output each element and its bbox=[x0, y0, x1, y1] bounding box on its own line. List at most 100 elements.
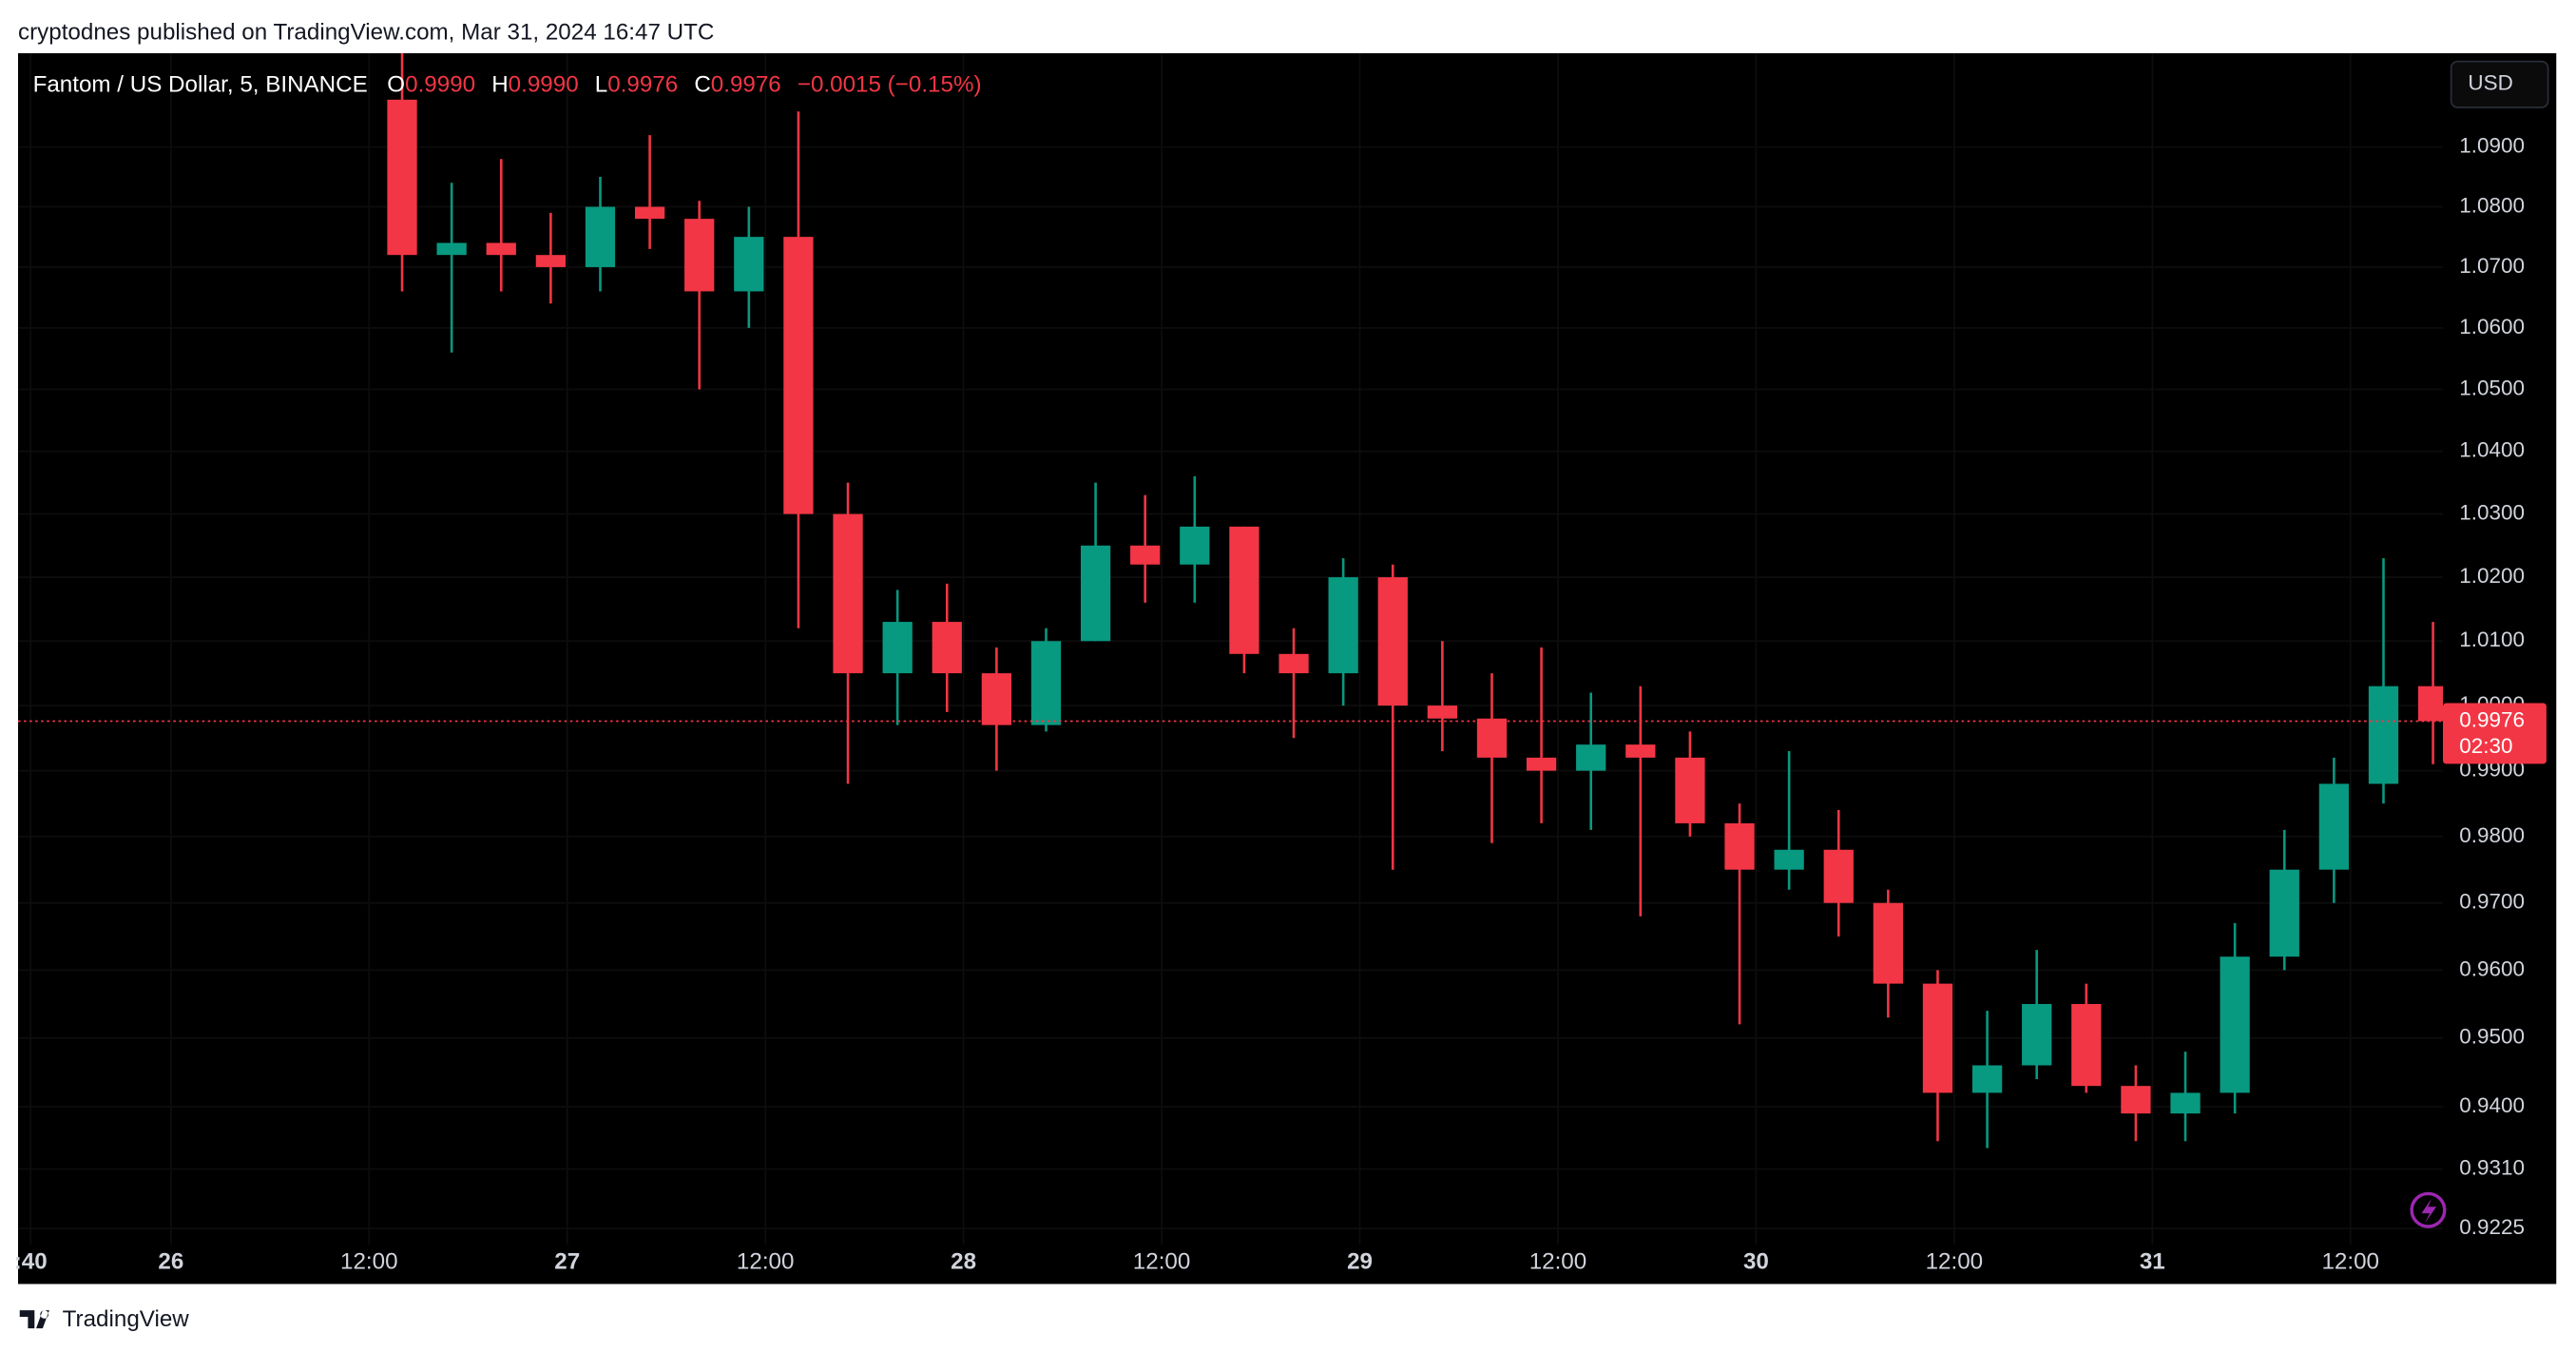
candle-body bbox=[1873, 902, 1903, 984]
candle-body bbox=[1576, 744, 1606, 771]
brand-name: TradingView bbox=[63, 1306, 190, 1332]
legend: Fantom / US Dollar, 5, BINANCE O0.9990 H… bbox=[33, 72, 982, 98]
lightning-bolt bbox=[2421, 1198, 2437, 1224]
candle-body bbox=[1774, 849, 1804, 870]
candle bbox=[932, 583, 962, 712]
candle-body bbox=[2022, 1003, 2052, 1066]
high-label: H bbox=[491, 72, 508, 98]
candle bbox=[2220, 922, 2250, 1114]
candle bbox=[2121, 1065, 2151, 1142]
candle-body bbox=[2071, 1003, 2102, 1087]
bar-countdown: 02:30 bbox=[2459, 734, 2512, 758]
symbol: Fantom / US Dollar, 5, BINANCE bbox=[33, 72, 368, 98]
candle-body bbox=[1971, 1065, 2003, 1093]
overlay: 1.0900 1.0800 1.0700 1.0600 1.0500 1.0400 1.03… bbox=[14, 134, 2547, 1274]
candle-body bbox=[2220, 956, 2250, 1093]
high-value: 0.9990 bbox=[509, 72, 579, 98]
y-tick-label: 1.0300 bbox=[2459, 501, 2525, 525]
candle-body bbox=[684, 219, 715, 292]
candle-body bbox=[734, 237, 764, 292]
candle bbox=[1080, 482, 1111, 642]
candle-body bbox=[1427, 705, 1458, 719]
candle-body bbox=[1130, 545, 1161, 565]
publish-header: cryptodnes published on TradingView.com,… bbox=[18, 20, 714, 46]
candle bbox=[1675, 731, 1705, 837]
y-tick-label: 0.9500 bbox=[2459, 1025, 2525, 1049]
y-tick-label: 1.0700 bbox=[2459, 254, 2525, 278]
candle bbox=[1774, 750, 1804, 890]
x-tick-label: 12:00 bbox=[1926, 1248, 1984, 1274]
candle-body bbox=[2318, 783, 2349, 870]
y-tick-label: 0.9700 bbox=[2459, 890, 2525, 914]
candle-body bbox=[833, 513, 863, 674]
candle-body bbox=[1180, 526, 1210, 565]
candle bbox=[783, 111, 814, 628]
candle-body bbox=[634, 206, 665, 220]
y-tick-label: 1.0200 bbox=[2459, 564, 2525, 588]
x-tick-label: 31 bbox=[2140, 1248, 2165, 1274]
candle-body bbox=[1675, 757, 1705, 823]
candle-body bbox=[932, 622, 962, 674]
candle bbox=[634, 135, 665, 249]
candle-body bbox=[1328, 577, 1358, 674]
candle-body bbox=[1377, 577, 1408, 706]
y-tick-label: 1.0800 bbox=[2459, 193, 2525, 217]
candle bbox=[2269, 829, 2299, 971]
y-tick-label: 1.0500 bbox=[2459, 376, 2525, 399]
candle-body bbox=[535, 255, 567, 267]
candle bbox=[1526, 647, 1557, 823]
candle bbox=[585, 177, 616, 292]
y-tick-label: 1.0900 bbox=[2459, 134, 2525, 158]
x-tick-label: 28 bbox=[951, 1248, 976, 1274]
candle bbox=[1180, 476, 1210, 603]
candle-body bbox=[1278, 653, 1309, 674]
close-label: C bbox=[694, 72, 710, 98]
candle bbox=[436, 183, 467, 353]
currency-button[interactable] bbox=[2450, 60, 2549, 108]
last-price-label: 0.9976 bbox=[2459, 707, 2525, 731]
y-tick-label: 1.0600 bbox=[2459, 315, 2525, 338]
candle-body bbox=[486, 242, 516, 256]
x-tick-label: 29 bbox=[1347, 1248, 1373, 1274]
x-tick-label: 27 bbox=[554, 1248, 580, 1274]
candle bbox=[1328, 558, 1358, 706]
lightning-icon[interactable] bbox=[2410, 1191, 2447, 1228]
candle bbox=[2417, 622, 2444, 764]
x-tick-label: 12:00 bbox=[2321, 1248, 2379, 1274]
candle bbox=[734, 206, 764, 328]
x-tick-label: 12:00 bbox=[340, 1248, 398, 1274]
candle-body bbox=[783, 237, 814, 514]
candle bbox=[1030, 628, 1062, 732]
candle bbox=[1971, 1011, 2003, 1149]
candle bbox=[2071, 983, 2102, 1093]
candle-body bbox=[1724, 822, 1755, 870]
footer-logo[interactable]: TradingView bbox=[19, 1306, 190, 1332]
candle bbox=[387, 52, 417, 292]
candle bbox=[486, 159, 516, 292]
x-tick-label: 12:00 bbox=[737, 1248, 795, 1274]
y-tick-label: 0.9225 bbox=[2459, 1215, 2525, 1239]
candle bbox=[1576, 692, 1606, 830]
candle bbox=[1427, 641, 1458, 751]
currency-label[interactable]: USD bbox=[2468, 71, 2512, 95]
candle bbox=[1873, 889, 1903, 1018]
candle bbox=[1625, 686, 1656, 917]
candle-body bbox=[387, 99, 417, 256]
candle bbox=[1377, 564, 1408, 870]
candles bbox=[387, 52, 2444, 1149]
x-tick-label: 12:00 bbox=[1529, 1248, 1587, 1274]
candle-body bbox=[436, 242, 467, 256]
change: −0.0015 (−0.15%) bbox=[798, 72, 982, 98]
candle-body bbox=[1922, 983, 1953, 1093]
y-tick-label: 0.9600 bbox=[2459, 956, 2525, 980]
candle bbox=[2170, 1052, 2201, 1142]
candle bbox=[535, 212, 567, 304]
candle-body bbox=[1526, 757, 1557, 771]
x-tick-label: :40 bbox=[14, 1248, 48, 1274]
candle-body bbox=[1625, 744, 1656, 758]
candle bbox=[833, 482, 863, 784]
candle bbox=[882, 589, 913, 725]
candle-body bbox=[1229, 526, 1259, 654]
candle bbox=[1922, 970, 1953, 1142]
candle-body bbox=[2170, 1092, 2201, 1114]
